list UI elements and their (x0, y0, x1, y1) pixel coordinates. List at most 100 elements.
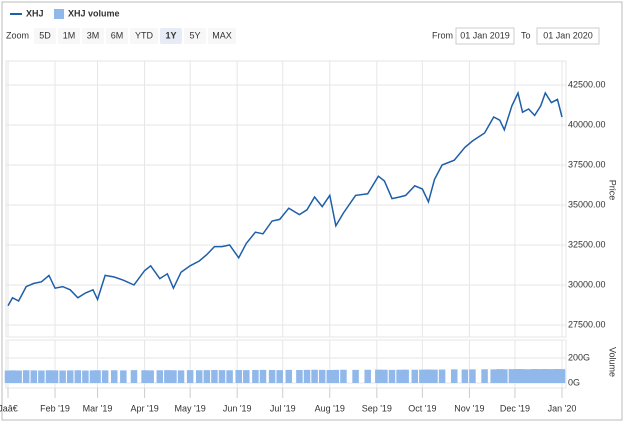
x-tick-label: Apr '19 (130, 403, 158, 413)
volume-bar (276, 370, 283, 383)
x-tick-label: Feb '19 (40, 403, 70, 413)
volume-bar (156, 370, 164, 383)
volume-bar (431, 369, 438, 383)
volume-bar (525, 369, 532, 383)
zoom-button-bg (160, 28, 182, 44)
x-tick-label: Aug '19 (315, 403, 345, 413)
volume-bar (30, 370, 38, 383)
volume-bar (411, 369, 419, 383)
volume-bar (469, 369, 476, 383)
x-tick-label: Dec '19 (500, 403, 530, 413)
volume-bar (22, 370, 30, 383)
zoom-button[interactable]: 3M (87, 30, 100, 40)
legend-swatch (54, 9, 64, 19)
volume-bar (303, 369, 311, 383)
zoom-button[interactable]: 5Y (189, 30, 200, 40)
price-line (7, 90, 563, 307)
volume-bar (235, 370, 242, 383)
volume-bar (514, 369, 522, 383)
legend-label[interactable]: XHJ volume (68, 8, 120, 18)
volume-bar (352, 369, 359, 383)
volume-bar (519, 369, 526, 383)
volume-bar (419, 369, 426, 383)
volume-bar (203, 370, 211, 383)
volume-bar (130, 370, 138, 383)
y-tick-label: 30000.00 (568, 279, 606, 289)
volume-bar (332, 369, 340, 383)
volume-bar (296, 370, 303, 383)
volume-bar (186, 370, 194, 383)
volume-bar (268, 370, 276, 383)
x-tick-label: Oct '19 (408, 403, 436, 413)
volume-bar (501, 369, 508, 383)
to-label: To (521, 30, 531, 40)
legend-label[interactable]: XHJ (26, 8, 44, 18)
volume-bar (74, 370, 82, 383)
zoom-label: Zoom (6, 30, 29, 40)
x-tick-label: Jun '19 (223, 403, 252, 413)
volume-bar (548, 369, 555, 383)
volume-bar (318, 369, 326, 383)
volume-bar (425, 369, 432, 383)
volume-bar (311, 369, 318, 383)
volume-bar (51, 370, 59, 383)
zoom-button[interactable]: 1Y (165, 30, 176, 40)
x-tick-label: Jaâ€ (0, 403, 18, 413)
zoom-button[interactable]: 1M (63, 30, 76, 40)
volume-bar (120, 370, 127, 383)
zoom-button-bg (34, 28, 56, 44)
x-tick-label: May '19 (175, 403, 206, 413)
volume-bar (66, 370, 74, 383)
volume-bar (438, 369, 446, 383)
zoom-button[interactable]: YTD (135, 30, 154, 40)
volume-pane (5, 339, 567, 389)
volume-bar (490, 369, 497, 383)
zoom-button[interactable]: MAX (212, 30, 232, 40)
volume-bar (340, 369, 347, 383)
volume-bar (531, 369, 538, 383)
y2-axis-title: Volume (608, 347, 618, 377)
to-input[interactable]: 01 Jan 2020 (543, 30, 593, 40)
x-tick-label: Jan '20 (548, 403, 577, 413)
from-input-box (455, 27, 515, 45)
zoom-button[interactable]: 5D (39, 30, 51, 40)
volume-bar (326, 370, 334, 383)
volume-bar (15, 370, 22, 383)
y-axis-title: Price (608, 180, 618, 201)
zoom-button[interactable]: 6M (111, 30, 124, 40)
y-tick-label: 35000.00 (568, 199, 606, 209)
volume-bar (218, 370, 226, 383)
volume-bar (558, 369, 566, 383)
zoom-button-bg (184, 28, 206, 44)
y2-tick-label: 200G (568, 352, 590, 362)
volume-bar (147, 370, 154, 383)
volume-bar (243, 370, 250, 383)
volume-bar (141, 370, 148, 383)
zoom-button-bg (208, 28, 236, 44)
volume-bar (252, 370, 259, 383)
volume-bar (508, 369, 516, 383)
volume-bar (164, 370, 171, 383)
volume-bar (4, 370, 12, 383)
volume-bar (211, 370, 218, 383)
volume-bar (364, 369, 371, 383)
x-tick-label: Mar '19 (83, 403, 113, 413)
volume-bar (396, 369, 403, 383)
zoom-button-bg (82, 28, 104, 44)
from-input[interactable]: 01 Jan 2019 (460, 30, 510, 40)
price-pane (5, 60, 567, 338)
y-tick-label: 27500.00 (568, 319, 606, 329)
volume-bar (226, 370, 233, 383)
volume-bar (537, 369, 545, 383)
volume-bar (101, 370, 109, 383)
volume-bar (554, 369, 561, 383)
volume-bar (38, 370, 45, 383)
y-tick-label: 40000.00 (568, 119, 606, 129)
volume-bar (9, 370, 16, 383)
volume-bar (94, 370, 101, 383)
y-tick-label: 37500.00 (568, 159, 606, 169)
volume-bar (542, 369, 549, 383)
x-tick-label: Jul '19 (270, 403, 296, 413)
